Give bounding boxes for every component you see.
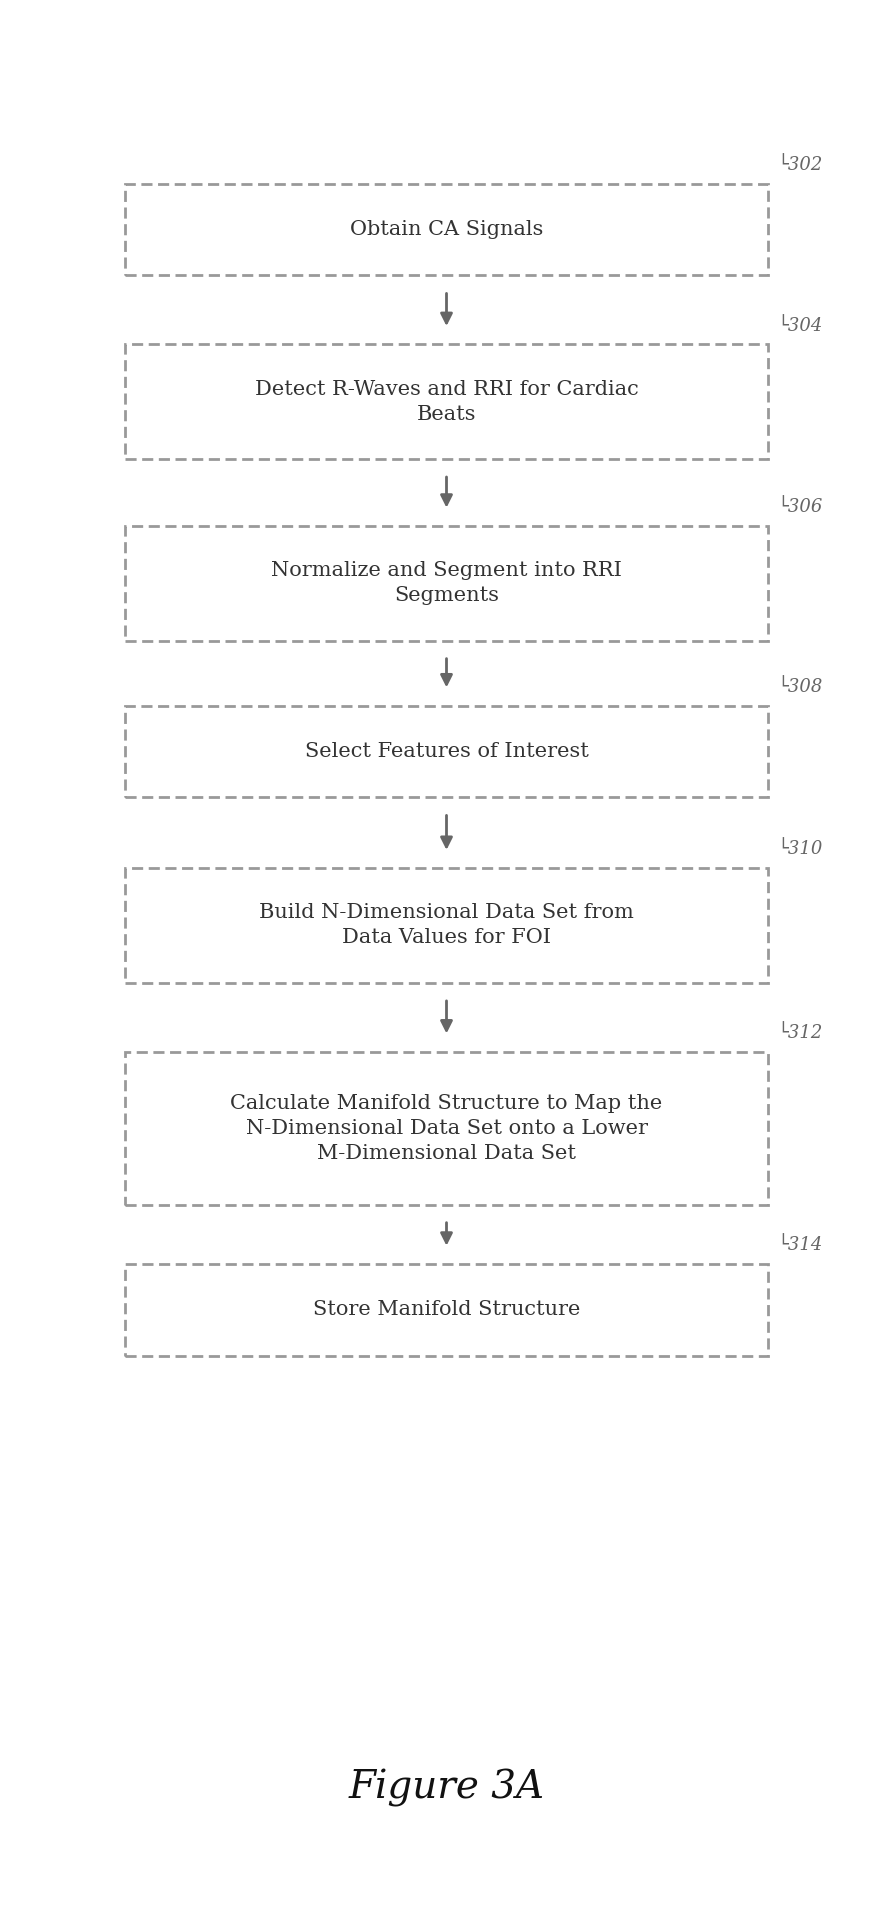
Text: Normalize and Segment into RRI
Segments: Normalize and Segment into RRI Segments [271,560,622,606]
Text: └302: └302 [777,157,822,174]
Text: └312: └312 [777,1025,822,1042]
Bar [125,184,768,275]
Text: Build N-Dimensional Data Set from
Data Values for FOI: Build N-Dimensional Data Set from Data V… [259,902,634,948]
Text: Calculate Manifold Structure to Map the
N-Dimensional Data Set onto a Lower
M-Di: Calculate Manifold Structure to Map the … [230,1094,663,1162]
Text: └304: └304 [777,317,822,335]
Text: └310: └310 [777,841,822,858]
Text: Select Features of Interest: Select Features of Interest [305,742,588,761]
Bar [125,1264,768,1356]
Text: └306: └306 [777,499,822,516]
Bar [125,526,768,641]
Text: Store Manifold Structure: Store Manifold Structure [313,1300,580,1319]
Text: Detect R-Waves and RRI for Cardiac
Beats: Detect R-Waves and RRI for Cardiac Beats [255,379,638,424]
Bar [125,344,768,459]
Bar [125,706,768,797]
Bar [125,1052,768,1205]
Text: Figure 3A: Figure 3A [348,1769,545,1807]
Text: Obtain CA Signals: Obtain CA Signals [350,220,543,239]
Text: └314: └314 [777,1237,822,1254]
Bar [125,868,768,983]
Text: └308: └308 [777,679,822,696]
